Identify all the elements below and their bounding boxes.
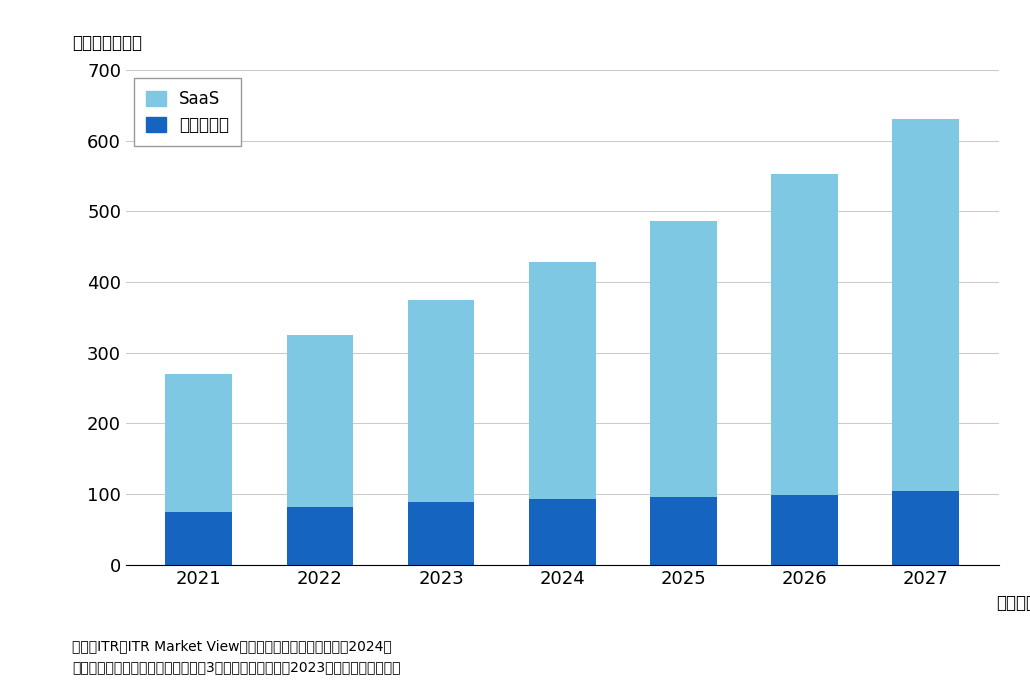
X-axis label: （年度）: （年度） — [996, 594, 1030, 612]
Text: （単位：億円）: （単位：億円） — [72, 34, 142, 52]
Bar — [892, 118, 959, 491]
Bar — [286, 335, 353, 507]
Bar — [408, 300, 475, 503]
Text: ＊ベンダーの売上金額を対象とし、3月期ベースで換算。2023年度以降は予測値。: ＊ベンダーの売上金額を対象とし、3月期ベースで換算。2023年度以降は予測値。 — [72, 660, 401, 674]
Bar — [286, 507, 353, 565]
Bar — [650, 221, 717, 497]
Legend: SaaS, パッケージ: SaaS, パッケージ — [134, 78, 241, 146]
Bar — [529, 262, 595, 499]
Bar — [529, 499, 595, 565]
Bar — [771, 495, 838, 565]
Bar — [771, 174, 838, 495]
Bar — [166, 512, 232, 565]
Text: 出典：ITR『ITR Market View：人事・給与・就業管理市場2024』: 出典：ITR『ITR Market View：人事・給与・就業管理市場2024』 — [72, 640, 391, 653]
Bar — [650, 497, 717, 565]
Bar — [892, 491, 959, 565]
Bar — [166, 374, 232, 512]
Bar — [408, 503, 475, 565]
